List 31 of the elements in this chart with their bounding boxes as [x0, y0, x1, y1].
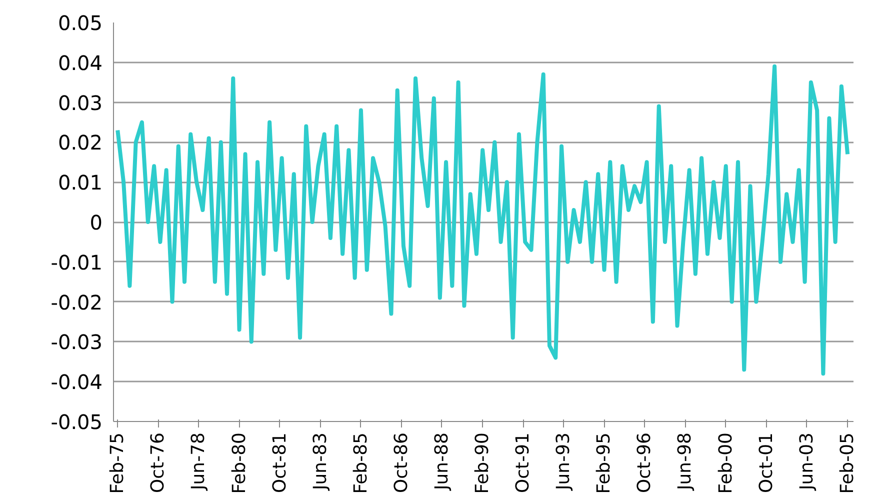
x-tick-label: Feb-00: [715, 432, 736, 494]
line-series: [116, 64, 850, 376]
x-tick-label: Oct-81: [269, 432, 290, 494]
x-tick-label: Oct-76: [148, 432, 169, 494]
y-tick-label: 0: [90, 210, 103, 234]
x-tick-label: Jun-93: [553, 432, 574, 492]
y-tick-label: 0.05: [58, 11, 102, 35]
x-tick-label: Jun-78: [188, 432, 210, 492]
x-tick-label: Feb-05: [837, 432, 858, 494]
y-tick-label: 0.01: [58, 170, 102, 195]
x-tick-label: Oct-96: [634, 432, 656, 494]
x-tick-label: Oct-91: [512, 432, 534, 494]
x-tick-label: Feb-85: [350, 432, 372, 494]
x-tick-label: Jun-88: [431, 432, 452, 492]
x-tick-label: Jun-98: [674, 432, 696, 492]
x-tick-label: Oct-01: [756, 432, 777, 494]
y-tick-label: -0.04: [50, 370, 102, 394]
y-tick-label: 0.04: [58, 50, 102, 75]
x-tick-label: Jun-03: [796, 432, 818, 492]
y-tick-label: -0.02: [50, 290, 102, 314]
y-tick-label: 0.03: [58, 90, 102, 115]
y-tick-label: -0.01: [50, 250, 102, 274]
y-tick-label: -0.03: [50, 330, 102, 354]
x-tick-label: Feb-75: [107, 432, 128, 494]
y-tick-label: 0.02: [58, 130, 102, 155]
x-tick-label: Feb-90: [472, 432, 494, 494]
x-tick-label: Oct-86: [390, 432, 412, 494]
y-tick-label: -0.05: [50, 410, 102, 434]
x-tick-label: Jun-83: [310, 432, 331, 492]
x-tick-label: Feb-95: [594, 432, 615, 494]
x-tick-label: Feb-80: [228, 432, 250, 494]
